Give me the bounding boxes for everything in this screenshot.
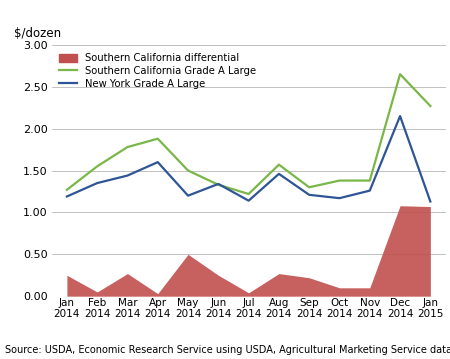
Text: Egg prices, January 2014-January 2015: Egg prices, January 2014-January 2015	[5, 13, 338, 28]
Legend: Southern California differential, Southern California Grade A Large, New York Gr: Southern California differential, Southe…	[57, 51, 258, 91]
Text: Source: USDA, Economic Research Service using USDA, Agricultural Marketing Servi: Source: USDA, Economic Research Service …	[5, 345, 450, 355]
Text: $/dozen: $/dozen	[14, 27, 62, 40]
